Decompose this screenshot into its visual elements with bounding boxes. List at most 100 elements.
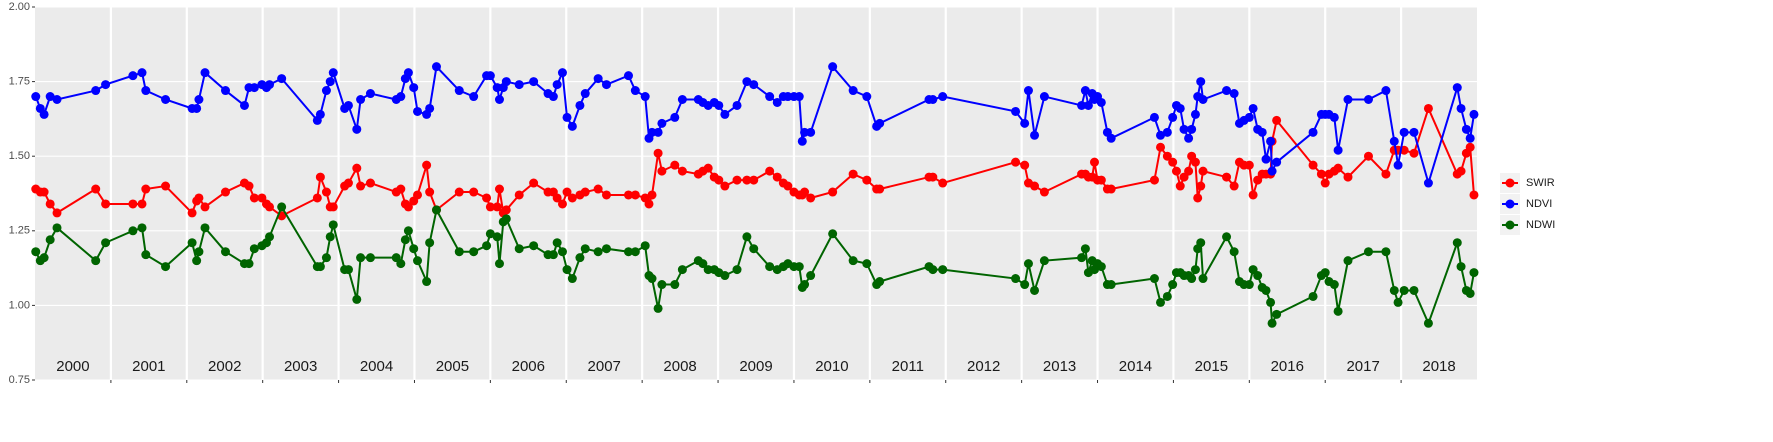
point [567, 121, 577, 131]
year-label: 2013 [1043, 358, 1076, 375]
point [1190, 265, 1200, 275]
point [862, 92, 872, 102]
point [1381, 169, 1391, 179]
point [1162, 127, 1172, 137]
point [1272, 309, 1282, 319]
point [1333, 145, 1343, 155]
point [1222, 86, 1232, 96]
point [52, 95, 62, 105]
year-label: 2007 [588, 358, 621, 375]
point [52, 208, 62, 218]
point [1011, 106, 1021, 116]
point [403, 202, 413, 212]
point [431, 205, 441, 215]
point [670, 280, 680, 290]
point [352, 163, 362, 173]
point [698, 259, 708, 269]
point [552, 80, 562, 90]
point [45, 235, 55, 245]
point [1162, 291, 1172, 301]
point [356, 95, 366, 105]
year-label: 2003 [284, 358, 317, 375]
point [101, 199, 111, 209]
point [567, 274, 577, 284]
series [31, 103, 1479, 221]
point [321, 187, 331, 197]
point [1187, 274, 1197, 284]
point [562, 112, 572, 122]
point [630, 247, 640, 257]
point [928, 172, 938, 182]
point [552, 238, 562, 248]
point [1083, 100, 1093, 110]
point [862, 259, 872, 269]
point [220, 86, 230, 96]
point [529, 241, 539, 251]
point [1080, 244, 1090, 254]
point [806, 193, 816, 203]
point [1179, 124, 1189, 134]
point [239, 100, 249, 110]
point [720, 109, 730, 119]
point [875, 184, 885, 194]
point [749, 175, 759, 185]
point [52, 223, 62, 233]
point [557, 68, 567, 78]
year-label: 2000 [56, 358, 89, 375]
point [494, 184, 504, 194]
year-label: 2006 [512, 358, 545, 375]
year-label: 2012 [967, 358, 1000, 375]
point [772, 172, 782, 182]
point [601, 80, 611, 90]
point [806, 271, 816, 281]
point [562, 187, 572, 197]
point [1393, 297, 1403, 307]
point [1011, 274, 1021, 284]
point [220, 187, 230, 197]
point [1077, 253, 1087, 263]
point [670, 112, 680, 122]
point [593, 74, 603, 84]
point [1399, 127, 1409, 137]
point [742, 232, 752, 242]
point [409, 83, 419, 93]
year-label: 2018 [1422, 358, 1455, 375]
year-label: 2011 [892, 358, 924, 375]
point [1257, 127, 1267, 137]
point [482, 193, 492, 203]
point [1175, 103, 1185, 113]
point [409, 244, 419, 254]
point [1272, 157, 1282, 167]
point [141, 250, 151, 260]
point [39, 253, 49, 263]
point [1077, 100, 1087, 110]
point [1096, 262, 1106, 272]
point [265, 80, 275, 90]
point [161, 181, 171, 191]
point [200, 223, 210, 233]
legend-dot [1505, 199, 1515, 209]
point [862, 175, 872, 185]
point [1343, 95, 1353, 105]
point [101, 238, 111, 248]
series [31, 202, 1479, 328]
point [1039, 187, 1049, 197]
point [413, 256, 423, 266]
point [403, 68, 413, 78]
point [1168, 157, 1178, 167]
point [714, 100, 724, 110]
point [328, 202, 338, 212]
point [343, 178, 353, 188]
point [794, 92, 804, 102]
point [249, 193, 259, 203]
point [1423, 178, 1433, 188]
point [552, 193, 562, 203]
point [194, 247, 204, 257]
point [91, 86, 101, 96]
point [1193, 193, 1203, 203]
point [1343, 172, 1353, 182]
point [1266, 297, 1276, 307]
point [352, 124, 362, 134]
point [1198, 274, 1208, 284]
point [1023, 86, 1033, 96]
